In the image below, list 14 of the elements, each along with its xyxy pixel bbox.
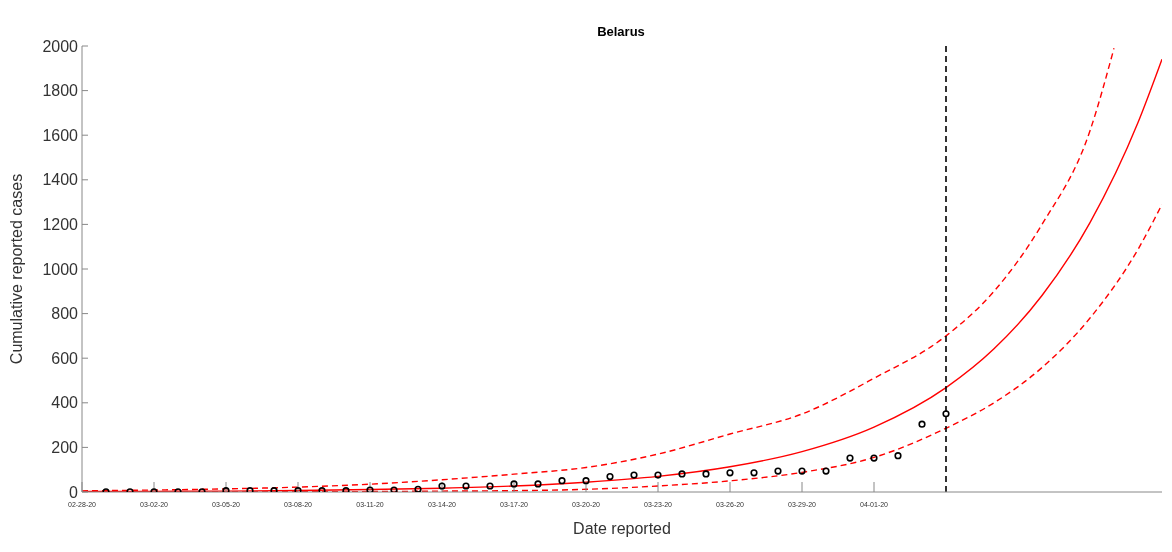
y-tick-label: 1000 [42,260,79,278]
y-tick-label: 1800 [42,82,79,100]
y-tick-label: 0 [69,483,79,501]
y-tick-label: 1200 [42,216,79,234]
y-tick-label: 1400 [42,171,79,189]
y-tick-label: 200 [51,439,79,457]
y-tick-label: 2000 [42,37,79,55]
chart-title: Belarus [596,24,646,39]
y-tick-label: 400 [51,394,79,412]
y-tick-label: 1600 [42,126,79,144]
x-axis-title: Date reported [573,520,671,537]
y-tick-label: 600 [51,349,79,367]
y-tick-label: 800 [51,305,79,323]
y-axis-title: Cumulative reported cases [7,173,25,365]
